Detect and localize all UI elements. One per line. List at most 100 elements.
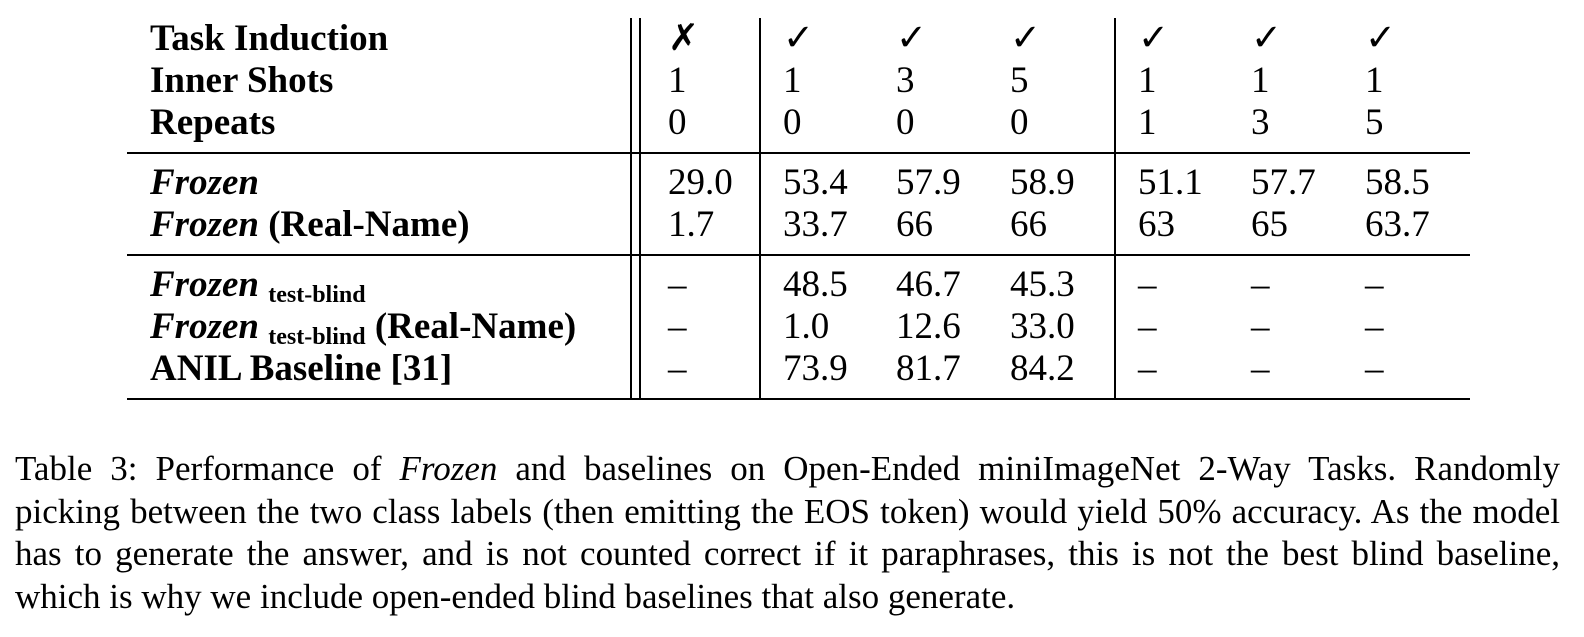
spacer-cell [630,246,641,255]
table-cell: ✗ [668,18,700,59]
spacer-cell [1116,398,1242,401]
table-cell: 0 [783,102,802,143]
table-cell: 1.7 [668,204,715,245]
double-rule [630,18,641,60]
model-name-italic: Frozen [150,306,259,347]
row-label: Frozen test-blind [127,264,631,307]
table-cell: 29.0 [668,162,733,203]
spacer-cell [1116,256,1242,264]
row-label: Frozen [127,162,631,204]
table-row: Frozen test-blind –48.5 46.7 45.3– – – [127,264,1470,307]
table-cell: 1 [783,60,802,101]
table-cell: – [1251,264,1270,305]
spacer-cell [1001,390,1115,399]
row-label: Task Induction [150,18,389,59]
spacer-cell [127,398,631,401]
spacer-cell [761,390,887,399]
spacer-cell [761,246,887,255]
table-cell: 1 [1138,102,1157,143]
spacer-cell [761,154,887,162]
table-cell: 1.0 [783,306,830,347]
table-cell: – [1138,264,1157,305]
spacer-cell [1356,256,1470,264]
table-cell: 0 [896,102,915,143]
spacer-cell [127,246,631,255]
table-cell: 51.1 [1138,162,1203,203]
row-label: Frozen (Real-Name) [127,204,631,246]
table-cell: 0 [668,102,687,143]
table-cell: 73.9 [783,348,848,389]
spacer-cell [1242,256,1356,264]
spacer-cell [631,398,640,401]
table-cell: 48.5 [783,264,848,305]
table-row: Task Induction ✗ ✓ ✓ ✓ ✓ ✓ ✓ [127,18,1470,60]
spacer-cell [640,246,760,255]
spacer-cell [887,144,1001,153]
table-cell: ✓ [1251,18,1283,59]
table-cell: – [1365,306,1384,347]
spacer-cell [640,398,760,401]
table-cell: 33.0 [1010,306,1075,347]
table-cell: ✓ [1138,18,1170,59]
model-name-italic: Frozen [150,264,259,305]
spacer-cell [761,256,887,264]
double-rule [630,102,641,144]
spacer-cell [1001,144,1115,153]
spacer-cell [127,154,631,162]
table-cell: 33.7 [783,204,848,245]
table-cell: 65 [1251,204,1288,245]
table-cell: 45.3 [1010,264,1075,305]
table-row: Inner Shots 1 1 3 5 1 1 1 [127,60,1470,102]
spacer-cell [630,390,641,399]
spacer-cell [1356,144,1470,153]
spacer-cell [640,390,760,399]
table-cell: – [1365,348,1384,389]
model-suffix: (Real-Name) [258,204,470,245]
table-row: Repeats 0 0 0 0 1 3 5 [127,102,1470,144]
table-cell: 3 [1251,102,1270,143]
table-cell: – [1138,306,1157,347]
spacer-cell [887,154,1001,162]
table-cell: 66 [896,204,933,245]
model-suffix: (Real-Name) [365,306,577,347]
spacer-cell [761,398,887,401]
spacer-cell [630,144,641,153]
spacer-cell [1001,246,1115,255]
spacer-cell [1242,398,1356,401]
table-cell: – [1251,306,1270,347]
row-spacer [127,256,1470,264]
spacer-cell [630,256,641,264]
spacer-cell [887,246,1001,255]
spacer-cell [761,144,887,153]
spacer-cell [640,154,760,162]
spacer-cell [1242,154,1356,162]
table-cell: – [668,348,687,389]
spacer-cell [887,256,1001,264]
spacer-cell [1116,246,1242,255]
table-cell: 5 [1010,60,1029,101]
table-cell: 84.2 [1010,348,1075,389]
spacer-cell [1001,256,1115,264]
spacer-cell [1356,246,1470,255]
spacer-cell [127,144,631,153]
table-cell: ✓ [1010,18,1042,59]
table-cell: 1 [1138,60,1157,101]
row-spacer [127,246,1470,255]
table-cell: 58.5 [1365,162,1430,203]
results-table: Task Induction ✗ ✓ ✓ ✓ ✓ ✓ ✓ Inner Shots 1 1 3 5 1 1 1 R… [127,18,1470,401]
table-cell: 5 [1365,102,1384,143]
model-suffix: ANIL Baseline [31] [150,348,453,389]
table-cell: ✓ [783,18,815,59]
double-rule [630,348,641,390]
double-rule [630,264,641,306]
spacer-cell [127,256,631,264]
table-cell: 12.6 [896,306,961,347]
table-cell: 57.9 [896,162,961,203]
spacer-cell [887,390,1001,399]
table-cell: 53.4 [783,162,848,203]
row-spacer [127,154,1470,162]
row-label: Inner Shots [150,60,334,101]
table-cell: 57.7 [1251,162,1316,203]
row-spacer [127,144,1470,153]
spacer-cell [1001,154,1115,162]
